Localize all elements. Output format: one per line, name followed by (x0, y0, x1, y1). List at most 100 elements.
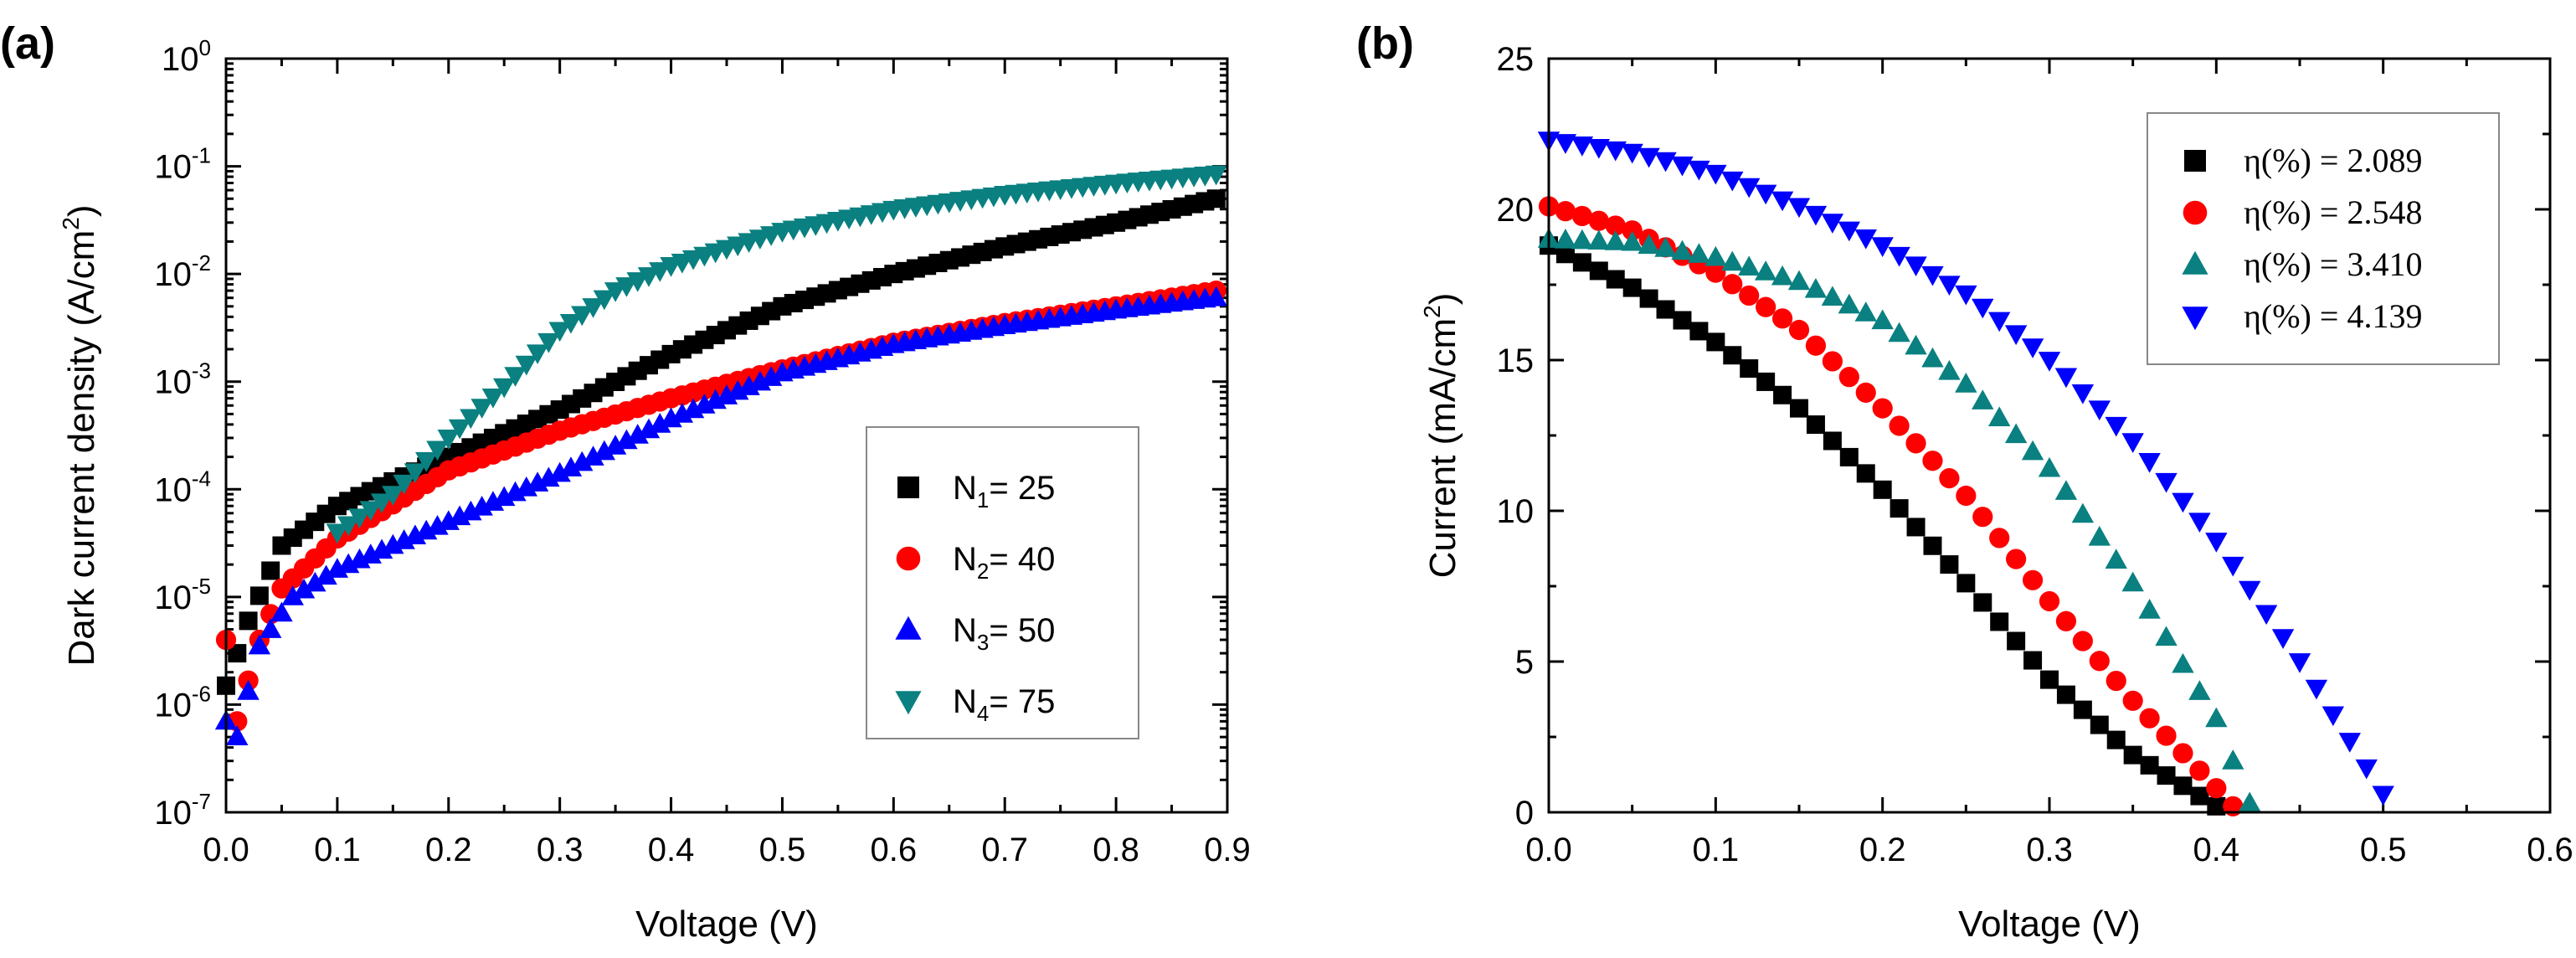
data-point (548, 322, 571, 343)
panel-a-y-axis-label-text: Dark current density (A/cm (61, 230, 102, 667)
data-point (1856, 464, 1875, 483)
legend-marker (895, 691, 922, 715)
data-point (2222, 749, 2244, 770)
data-point (1671, 240, 1694, 260)
data-point (2007, 631, 2026, 651)
data-point (2206, 778, 2227, 799)
panel-b-y-tick-labels: 0 5 10 15 20 25 (1497, 41, 1535, 832)
data-point (2172, 652, 2194, 673)
data-point (426, 440, 449, 461)
legend-entry-eta-2548: η(%) = 2.548 (2244, 193, 2422, 231)
data-point (1854, 301, 1877, 322)
data-point (571, 451, 594, 471)
data-point (2106, 670, 2126, 692)
data-point (248, 634, 271, 655)
panel-a-x-tick-labels: 0.0 0.1 0.2 0.3 0.4 0.5 0.6 0.7 0.8 0.9 (203, 832, 1251, 868)
data-point (2073, 700, 2092, 719)
data-point (1205, 286, 1227, 306)
data-point (259, 618, 282, 638)
x-tick-label: 0.5 (759, 832, 806, 868)
y-tick-label: 25 (1497, 41, 1535, 78)
panel-a-plot-frame (224, 57, 1229, 814)
data-point (2038, 352, 2061, 372)
data-point (604, 435, 627, 455)
data-point (1871, 237, 1894, 257)
x-tick-label: 0.2 (425, 832, 472, 868)
panel-b-legend: η(%) = 2.089 η(%) = 2.548 η(%) = 3.410 η… (2147, 112, 2500, 365)
data-point (1622, 278, 1642, 297)
legend-marker (897, 476, 919, 498)
data-point (1823, 431, 1842, 451)
data-point (481, 388, 505, 409)
data-point (1787, 270, 1811, 291)
panel-b-y-axis-label-sup: 2 (1419, 305, 1445, 318)
legend-entry-eta-2089: η(%) = 2.089 (2244, 142, 2422, 179)
data-point (2121, 571, 2144, 592)
data-point (1671, 156, 1694, 177)
y-tick-label: 15 (1497, 343, 1535, 379)
data-point (1688, 160, 1710, 181)
data-point (637, 418, 661, 439)
x-tick-label: 0.4 (2193, 832, 2240, 868)
legend-entry-eta-3410: η(%) = 3.410 (2244, 245, 2422, 283)
y-tick-label: 5 (1515, 644, 1534, 681)
data-point (1873, 480, 1892, 499)
data-point (582, 298, 604, 318)
data-point (1871, 309, 1894, 330)
data-point (1604, 141, 1627, 162)
data-point (1705, 262, 1726, 283)
data-point (2138, 453, 2161, 473)
data-point (1838, 367, 1859, 388)
data-point (1921, 265, 1944, 286)
data-point (1872, 398, 1893, 419)
data-point (1587, 229, 1610, 250)
legend-entry-n3: N3= 50 (953, 612, 1055, 655)
data-point (1989, 528, 2010, 549)
data-point (2207, 796, 2226, 816)
y-tick-label: 10-2 (154, 250, 211, 293)
data-point (1805, 335, 1827, 356)
data-point (1988, 406, 2011, 427)
data-point (593, 440, 616, 461)
legend-marker (2184, 150, 2206, 172)
data-point (1722, 274, 1743, 295)
x-tick-label: 0.1 (1693, 832, 1740, 868)
data-point (437, 430, 460, 450)
data-point (2172, 743, 2193, 764)
y-tick-label: 20 (1497, 192, 1535, 229)
panel-b-x-axis-label: Voltage (V) (1958, 904, 2141, 945)
data-point (649, 413, 671, 433)
data-point (2040, 670, 2059, 689)
data-point (604, 282, 627, 302)
data-point (1571, 136, 1594, 157)
data-point (404, 463, 427, 484)
legend-entry-n1: N1= 25 (953, 470, 1055, 512)
x-tick-label: 0.7 (981, 832, 1028, 868)
legend-entry-n2: N2= 40 (953, 541, 1055, 584)
series-triangle-down (1537, 131, 2394, 806)
panel-b-x-tick-labels: 0.0 0.1 0.2 0.3 0.4 0.5 0.6 (1525, 832, 2573, 868)
data-point (1855, 382, 1876, 403)
data-point (2188, 512, 2211, 533)
x-tick-label: 0.4 (648, 832, 695, 868)
data-point (1788, 319, 1810, 341)
data-point (1740, 359, 1759, 379)
data-point (1606, 270, 1625, 289)
data-point (2239, 580, 2261, 601)
data-point (1804, 205, 1828, 226)
data-point (1723, 346, 1742, 365)
data-point (1990, 612, 2009, 631)
data-point (2372, 785, 2394, 806)
data-point (1905, 334, 1927, 355)
data-point (2173, 776, 2193, 796)
data-point (1773, 385, 1792, 404)
data-point (2022, 569, 2044, 590)
x-tick-label: 0.0 (1525, 832, 1572, 868)
data-point (559, 314, 583, 334)
data-point (2155, 626, 2178, 646)
data-point (1838, 221, 1860, 242)
y-tick-label: 10-1 (154, 143, 211, 186)
data-point (1554, 134, 1577, 154)
data-point (593, 290, 616, 311)
